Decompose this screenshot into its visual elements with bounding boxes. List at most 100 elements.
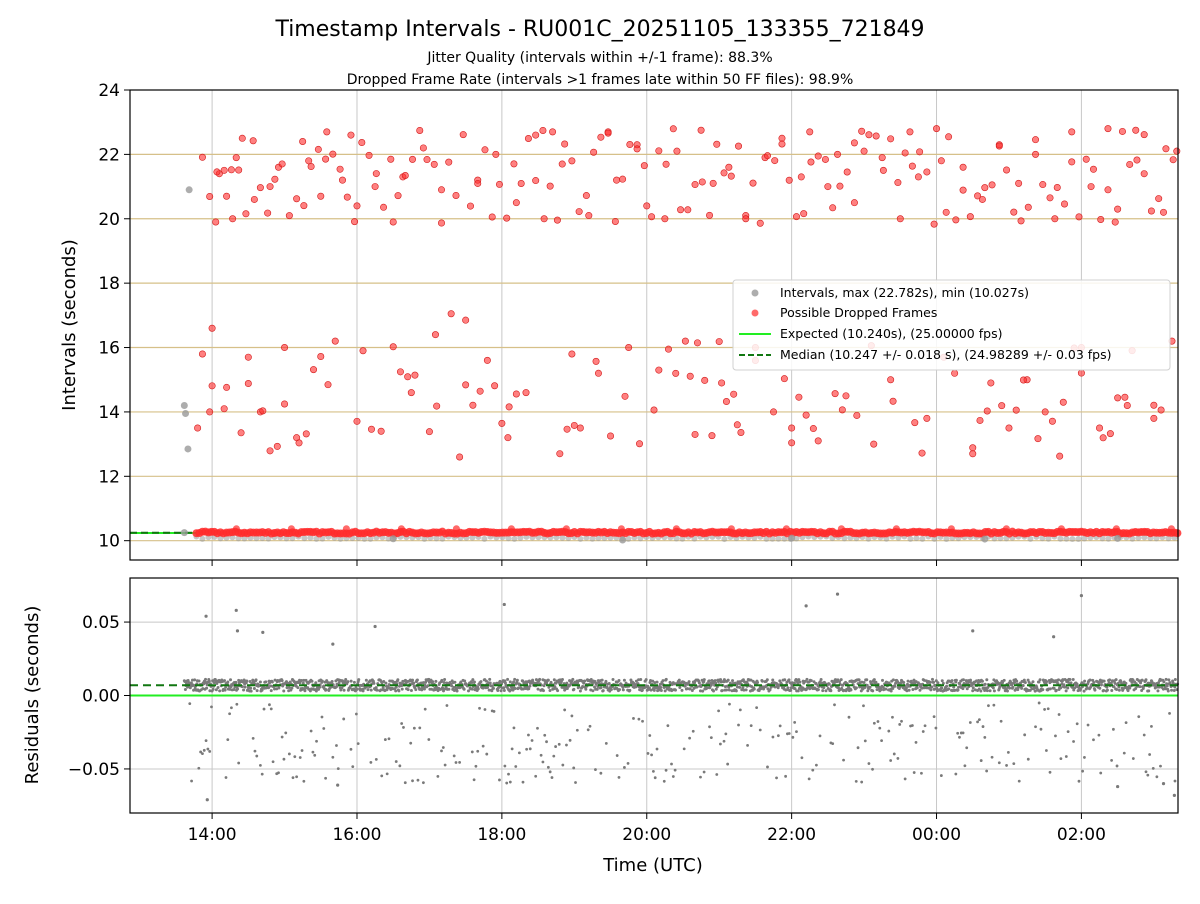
residual-point <box>872 678 876 682</box>
dropped-frame-point <box>1106 430 1114 438</box>
residual-point <box>324 688 328 692</box>
residual-point <box>594 768 597 771</box>
dropped-frame-point <box>945 133 953 141</box>
residual-point <box>1068 677 1072 681</box>
residual-point <box>314 681 318 685</box>
interval-point <box>769 535 776 542</box>
intervals-plot: 10 12 14 16 18 20 22 24 <box>98 81 1182 566</box>
residual-point <box>971 689 975 693</box>
residual-point <box>298 681 302 685</box>
dropped-frame-point <box>908 162 916 170</box>
residual-point <box>1156 689 1160 693</box>
residual-point <box>1115 764 1119 768</box>
residual-point <box>538 677 542 681</box>
residual-point <box>670 762 673 766</box>
residual-point <box>586 728 590 732</box>
residual-point <box>690 688 694 692</box>
residual-point <box>889 759 893 762</box>
dropped-frame-point <box>532 131 540 139</box>
residual-point <box>284 731 288 735</box>
interval-point <box>253 535 260 542</box>
residual-point <box>346 680 350 684</box>
dropped-frame-point <box>407 389 415 397</box>
residual-point <box>936 681 940 685</box>
dropped-frame-point <box>1012 406 1020 414</box>
residual-point <box>331 755 335 759</box>
dropped-frame-point <box>1048 417 1056 425</box>
dropped-frame-point <box>438 219 446 227</box>
interval-point <box>180 401 188 409</box>
residual-point <box>615 754 619 757</box>
residual-point <box>958 735 961 739</box>
dropped-frame-point <box>459 131 467 139</box>
dropped-frame-point <box>425 428 433 436</box>
residual-point <box>666 724 670 728</box>
residual-point <box>617 775 621 779</box>
dropped-frame-point <box>220 166 228 174</box>
residual-point <box>296 686 300 690</box>
residual-point <box>639 677 643 681</box>
residual-point <box>599 771 603 775</box>
residual-point <box>415 678 419 682</box>
residual-point <box>207 679 211 683</box>
residual-point <box>900 719 903 723</box>
residual-point <box>618 688 622 692</box>
residual-point <box>912 771 916 774</box>
residual-point <box>604 679 608 683</box>
residual-point <box>226 738 230 742</box>
interval-point <box>511 535 518 542</box>
residual-point <box>273 678 277 682</box>
dropped-frame-point <box>568 157 576 165</box>
dropped-frame-point <box>582 192 590 200</box>
residual-point <box>698 689 702 693</box>
dropped-frame-point <box>858 127 866 135</box>
residual-point <box>839 678 843 682</box>
residual-point <box>1117 685 1121 689</box>
dropped-frame-point <box>474 179 482 187</box>
dropped-frame-point <box>568 350 576 358</box>
dropped-frame-point <box>462 316 470 324</box>
dropped-frame-point <box>894 179 902 187</box>
residual-point <box>572 687 576 691</box>
residual-point <box>947 687 951 691</box>
interval-point <box>505 535 512 542</box>
residual-point <box>697 681 701 685</box>
dropped-frame-point <box>237 429 245 437</box>
residual-point <box>223 679 227 683</box>
dropped-frame-point <box>763 152 771 160</box>
interval-point <box>589 535 596 542</box>
residual-point <box>394 689 398 693</box>
residual-point <box>434 679 438 683</box>
residual-point <box>205 683 209 687</box>
residual-point <box>1098 686 1102 690</box>
dropped-frame-point <box>299 138 307 146</box>
residual-point <box>302 678 306 682</box>
residual-point <box>1092 681 1096 685</box>
residual-point <box>768 688 772 692</box>
dropped-frame-point <box>227 166 235 174</box>
residual-point <box>511 688 515 692</box>
residual-point <box>382 680 386 684</box>
residual-point <box>554 745 557 748</box>
dropped-frame-point <box>713 140 721 148</box>
bottom-y-tick-label: −0.05 <box>68 760 120 780</box>
residual-point <box>1045 680 1049 684</box>
residual-point <box>453 680 457 684</box>
residual-point <box>252 687 256 691</box>
residual-point <box>508 780 512 784</box>
residual-point <box>1137 715 1141 719</box>
residual-point <box>554 681 558 685</box>
residual-point <box>1057 678 1061 682</box>
dropped-frame-point <box>194 424 202 432</box>
residual-point <box>204 677 208 681</box>
residual-point <box>1165 682 1169 686</box>
dropped-frame-point <box>896 215 904 223</box>
residual-point <box>492 710 496 713</box>
residual-point <box>1115 688 1119 692</box>
dropped-frame-point <box>698 178 706 186</box>
dropped-frame-point <box>611 217 619 225</box>
residual-point <box>819 677 823 681</box>
dropped-frame-point <box>1068 158 1076 166</box>
residual-point <box>322 684 326 688</box>
dropped-frame-point <box>923 414 931 422</box>
